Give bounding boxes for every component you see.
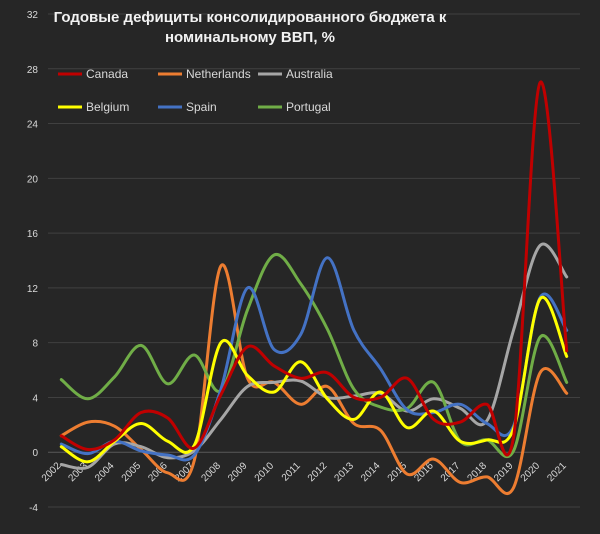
y-tick-label: 20 <box>27 174 39 185</box>
y-tick-label: 28 <box>27 65 39 76</box>
x-tick-label: 2011 <box>280 460 303 483</box>
y-tick-label: 12 <box>27 284 39 295</box>
legend-label: Belgium <box>86 100 129 114</box>
legend-label: Spain <box>186 100 217 114</box>
legend-label: Canada <box>86 67 128 81</box>
x-tick-label: 2005 <box>120 460 144 484</box>
legend-label: Portugal <box>286 100 331 114</box>
legend: Canada Netherlands Australia Belgium Spain Po… <box>58 67 333 114</box>
x-tick-label: 2013 <box>333 460 357 484</box>
series-line-australia <box>59 242 569 470</box>
series-line-canada <box>59 80 569 457</box>
x-tick-label: 2014 <box>359 460 383 484</box>
x-tick-label: 2009 <box>226 460 250 484</box>
x-tick-label: 2019 <box>492 460 516 484</box>
x-tick-label: 2012 <box>306 460 330 484</box>
x-tick-label: 2021 <box>545 460 569 484</box>
x-tick-label: 2020 <box>519 460 543 484</box>
chart-title-line-2: номинальному ВВП, % <box>165 29 335 46</box>
x-tick-label: 2003 <box>67 460 91 484</box>
x-tick-label: 2008 <box>200 460 224 484</box>
legend-label: Australia <box>286 67 333 81</box>
y-tick-label: 16 <box>27 229 39 240</box>
y-tick-label: 4 <box>32 393 38 404</box>
y-tick-label: 8 <box>32 339 38 350</box>
chart-title-line-1: Годовые дефициты консолидированного бюдж… <box>54 9 447 26</box>
x-tick-label: 2004 <box>93 460 117 484</box>
x-tick-label: 2010 <box>253 460 277 484</box>
y-tick-label: 0 <box>32 448 38 459</box>
legend-label: Netherlands <box>186 67 251 81</box>
series-line-netherlands <box>59 263 569 496</box>
y-tick-label: -4 <box>29 503 38 514</box>
series-lines <box>59 80 569 496</box>
series-line-belgium <box>59 295 569 464</box>
series-line-spain <box>59 256 569 462</box>
y-axis: -4 0 4 8 12 16 20 24 28 32 <box>27 10 39 514</box>
x-axis: 2002 2003 2004 2005 2006 2007 2008 2009 2010 2011… <box>40 460 569 484</box>
y-tick-label: 32 <box>27 10 39 21</box>
y-tick-label: 24 <box>27 120 39 131</box>
